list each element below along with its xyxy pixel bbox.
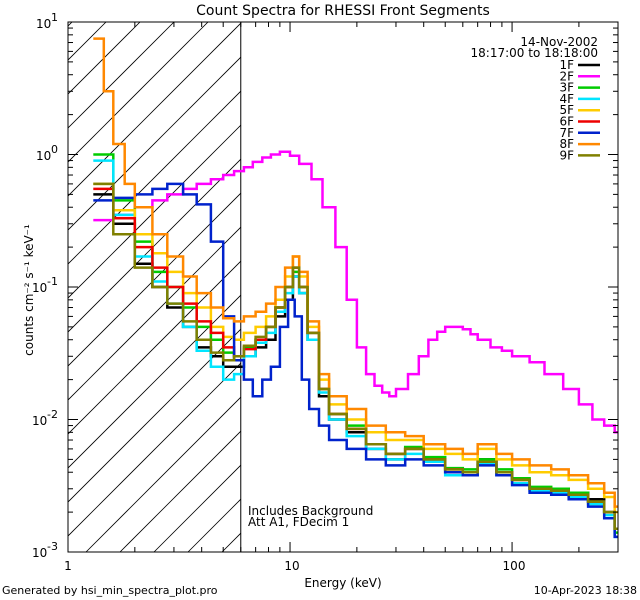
svg-text:10: 10 [32,281,47,295]
legend-label-1f: 1F [559,58,574,72]
chart-title: Count Spectra for RHESSI Front Segments [196,3,490,19]
svg-text:-2: -2 [47,408,58,421]
series-line-9f [93,182,618,530]
x-tick-label-100: 100 [503,559,526,573]
hatch-line [68,260,241,435]
svg-text:10: 10 [32,414,47,428]
annotation-attenuator: Att A1, FDecim 1 [248,515,349,529]
hatch-line [68,226,241,401]
y-tick-label-10-0: 10 0 [36,143,58,163]
svg-text:1: 1 [51,11,58,24]
hatch-line [68,124,241,299]
y-tick-label-10-minus2: 10 -2 [32,408,58,428]
spectra-series [93,37,618,539]
hatch-line [68,328,241,503]
y-tick-label-10-1: 10 1 [36,11,58,31]
footer-timestamp: 10-Apr-2023 18:38 [534,584,637,597]
time-range-label: 18:17:00 to 18:18:00 [471,46,598,60]
x-axis-label: Energy (keV) [304,576,381,590]
series-line-6f [93,187,618,530]
y-tick-label-10-minus3: 10 -3 [32,540,58,560]
hatch-line [324,0,640,552]
legend-label-8f: 8F [559,137,574,151]
svg-text:10: 10 [36,149,51,163]
hatch-line [68,22,209,163]
hatch-line [68,22,141,95]
series-line-4f [93,159,618,539]
hatch-line [68,22,241,197]
svg-text:10: 10 [36,17,51,31]
legend-label-5f: 5F [559,103,574,117]
legend-label-3f: 3F [559,81,574,95]
svg-text:10: 10 [32,546,47,560]
legend-label-6f: 6F [559,115,574,129]
hatch-line [68,294,241,469]
legend-label-9f: 9F [559,148,574,162]
hatch-line [68,56,241,231]
x-tick-label-10: 10 [284,559,299,573]
hatch-line [119,430,241,552]
footer-generated-by: Generated by hsi_min_spectra_plot.pro [2,584,218,597]
hatch-line [85,396,241,552]
y-tick-label-10-minus1: 10 -1 [32,275,58,295]
annotation-background: Includes Background [248,504,373,518]
date-label: 14-Nov-2002 [520,35,598,49]
hatch-line [68,22,175,129]
legend-label-4f: 4F [559,92,574,106]
hatch-line [68,158,241,333]
legend-label-7f: 7F [559,126,574,140]
hatch-line [68,192,241,367]
legend-label-2f: 2F [559,69,574,83]
svg-text:0: 0 [51,143,58,156]
x-tick-label-1: 1 [64,559,72,573]
series-line-2f [93,150,618,434]
svg-text:-3: -3 [47,540,58,553]
axis-ticks [67,21,619,553]
hatched-region [68,0,640,552]
series-line-7f [93,182,618,539]
y-axis-label: counts cm⁻² s⁻¹ keV⁻¹ [22,224,36,356]
svg-text:-1: -1 [47,275,58,288]
hatch-line [68,362,241,537]
